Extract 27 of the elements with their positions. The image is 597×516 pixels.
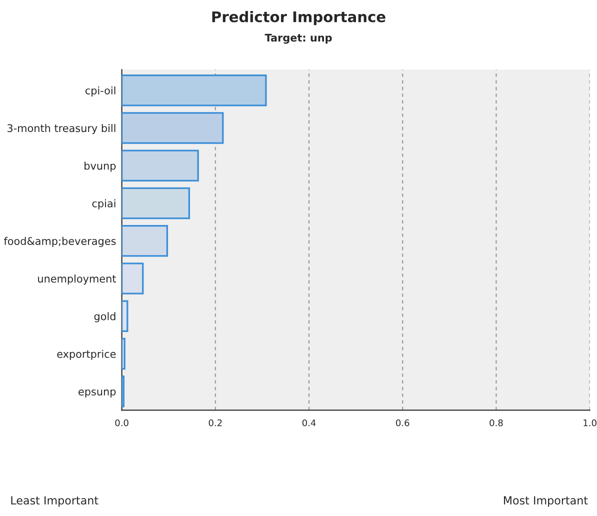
x-tick-label: 0.0 xyxy=(115,419,128,426)
y-tick-label: bvunp xyxy=(84,162,116,172)
bar xyxy=(122,150,199,182)
bar xyxy=(122,300,128,332)
y-tick-label: food&amp;beverages xyxy=(4,236,116,248)
y-tick-label: unemployment xyxy=(38,274,116,285)
x-tick-label: 0.8 xyxy=(490,419,503,426)
x-tick-label: 1.0 xyxy=(584,419,596,426)
bar xyxy=(122,224,168,257)
chart-title: Predictor Importance xyxy=(212,11,386,26)
bar xyxy=(122,187,190,220)
text: Least Important xyxy=(11,496,98,507)
chart-subtitle: Target: unp xyxy=(264,34,332,44)
y-tick-label: exportprice xyxy=(57,350,116,360)
y-tick-label: gold xyxy=(94,312,116,322)
y-tick-label: cpi-oil xyxy=(85,86,116,96)
y-tick-label: epsunp xyxy=(78,390,116,398)
x-tick-label: 0.6 xyxy=(396,419,410,426)
bar xyxy=(122,112,224,144)
y-tick-label: cpiai xyxy=(92,199,116,210)
bar xyxy=(122,262,144,294)
bar xyxy=(122,338,126,370)
text: Most Important xyxy=(504,496,588,507)
y-tick-label: 3-month treasury bill xyxy=(8,124,116,134)
bar xyxy=(122,74,267,106)
x-tick-label: 0.2 xyxy=(208,419,222,426)
x-tick-label: 0.4 xyxy=(302,419,316,426)
